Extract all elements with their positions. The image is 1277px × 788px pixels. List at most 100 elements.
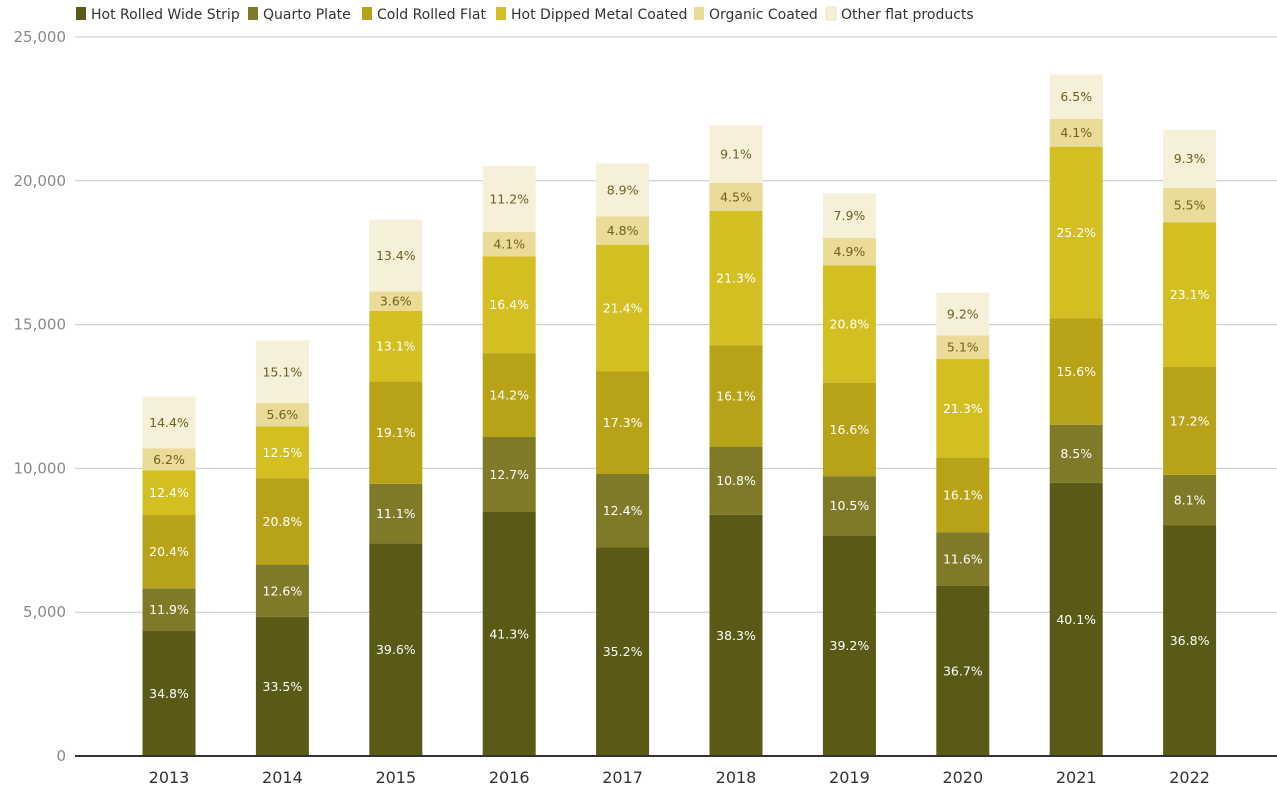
x-tick-label-2018: 2018 (716, 768, 757, 787)
bar-segment-organic-coated-2020 (936, 335, 990, 359)
bar-group-2020: 36.7% 11.6% 16.1% 21.3% 5.1% 9.2% (936, 292, 990, 756)
data-label-quarto-plate-2016: 12.7% (489, 467, 529, 482)
bar-segment-hot-rolled-wide-strip-2015 (369, 543, 423, 756)
x-tick-label-2022: 2022 (1169, 768, 1210, 787)
bar-segment-other-flat-products-2021 (1049, 74, 1103, 119)
x-tick-label-2016: 2016 (489, 768, 530, 787)
bar-segment-hot-dipped-metal-coated-2018 (709, 210, 763, 346)
x-tick-label-2020: 2020 (942, 768, 983, 787)
x-tick-label-2013: 2013 (149, 768, 190, 787)
data-label-other-flat-products-2017: 8.9% (607, 182, 639, 197)
data-label-quarto-plate-2020: 11.6% (943, 552, 983, 567)
bar-segment-organic-coated-2015 (369, 291, 423, 311)
legend-swatch-hot-dipped-metal-coated (496, 7, 506, 20)
bar-group-2021: 40.1% 8.5% 15.6% 25.2% 4.1% 6.5% (1049, 74, 1103, 756)
data-label-cold-rolled-flat-2016: 14.2% (489, 388, 529, 403)
data-label-hot-dipped-metal-coated-2014: 12.5% (263, 445, 303, 460)
bar-segment-hot-dipped-metal-coated-2015 (369, 310, 423, 382)
data-label-hot-dipped-metal-coated-2022: 23.1% (1170, 287, 1210, 302)
data-label-quarto-plate-2014: 12.6% (263, 583, 303, 598)
data-label-organic-coated-2016: 4.1% (493, 237, 525, 252)
bar-segment-hot-dipped-metal-coated-2021 (1049, 146, 1103, 319)
bars: 34.8% 11.9% 20.4% 12.4% 6.2% 14.4% 33.5% 12.6% 2… (142, 74, 1217, 756)
bar-group-2016: 41.3% 12.7% 14.2% 16.4% 4.1% 11.2% (482, 165, 536, 756)
data-label-hot-dipped-metal-coated-2019: 20.8% (830, 317, 870, 332)
data-label-quarto-plate-2017: 12.4% (603, 503, 643, 518)
legend-label-quarto-plate: Quarto Plate (263, 7, 351, 23)
bar-segment-hot-dipped-metal-coated-2013 (142, 470, 196, 516)
data-label-cold-rolled-flat-2020: 16.1% (943, 487, 983, 502)
x-tick-label-2019: 2019 (829, 768, 870, 787)
bar-segment-organic-coated-2016 (482, 232, 536, 257)
data-label-quarto-plate-2022: 8.1% (1174, 493, 1206, 508)
bar-segment-hot-rolled-wide-strip-2013 (142, 631, 196, 756)
bar-segment-hot-dipped-metal-coated-2014 (255, 426, 309, 479)
y-tick-label-25000: 25,000 (14, 28, 67, 46)
data-label-cold-rolled-flat-2013: 20.4% (149, 544, 189, 559)
legend-label-hot-dipped-metal-coated: Hot Dipped Metal Coated (511, 7, 687, 23)
bar-group-2014: 33.5% 12.6% 20.8% 12.5% 5.6% 15.1% (255, 340, 309, 756)
bar-segment-cold-rolled-flat-2021 (1049, 318, 1103, 425)
data-label-organic-coated-2013: 6.2% (153, 452, 185, 467)
bar-segment-other-flat-products-2017 (596, 163, 650, 217)
bar-segment-other-flat-products-2014 (255, 340, 309, 404)
bar-segment-hot-dipped-metal-coated-2022 (1163, 222, 1217, 368)
data-label-quarto-plate-2018: 10.8% (716, 473, 756, 488)
bar-segment-hot-rolled-wide-strip-2017 (596, 547, 650, 756)
x-tick-label-2021: 2021 (1056, 768, 1097, 787)
data-label-hot-rolled-wide-strip-2015: 39.6% (376, 642, 416, 657)
data-label-hot-dipped-metal-coated-2016: 16.4% (489, 297, 529, 312)
legend-label-hot-rolled-wide-strip: Hot Rolled Wide Strip (91, 7, 240, 23)
bar-segment-hot-rolled-wide-strip-2018 (709, 514, 763, 756)
data-label-other-flat-products-2014: 15.1% (263, 364, 303, 379)
data-label-hot-dipped-metal-coated-2020: 21.3% (943, 401, 983, 416)
data-label-organic-coated-2021: 4.1% (1060, 125, 1092, 140)
bar-segment-organic-coated-2017 (596, 216, 650, 245)
legend-label-other-flat-products: Other flat products (841, 7, 974, 23)
bar-segment-organic-coated-2014 (255, 403, 309, 427)
bar-segment-hot-rolled-wide-strip-2022 (1163, 525, 1217, 756)
data-label-hot-rolled-wide-strip-2021: 40.1% (1056, 612, 1096, 627)
bar-segment-other-flat-products-2022 (1163, 129, 1217, 188)
data-label-other-flat-products-2013: 14.4% (149, 415, 189, 430)
data-label-quarto-plate-2019: 10.5% (830, 498, 870, 513)
bar-segment-quarto-plate-2013 (142, 588, 196, 632)
bar-group-2015: 39.6% 11.1% 19.1% 13.1% 3.6% 13.4% (369, 219, 423, 756)
legend-label-cold-rolled-flat: Cold Rolled Flat (377, 7, 486, 23)
bar-segment-hot-rolled-wide-strip-2019 (822, 535, 876, 756)
bar-segment-organic-coated-2013 (142, 448, 196, 471)
bar-group-2018: 38.3% 10.8% 16.1% 21.3% 4.5% 9.1% (709, 125, 763, 756)
data-label-cold-rolled-flat-2018: 16.1% (716, 388, 756, 403)
data-label-cold-rolled-flat-2017: 17.3% (603, 415, 643, 430)
legend-swatch-quarto-plate (248, 7, 258, 20)
data-label-hot-rolled-wide-strip-2016: 41.3% (489, 627, 529, 642)
y-tick-label-10000: 10,000 (14, 459, 67, 477)
data-label-cold-rolled-flat-2021: 15.6% (1056, 364, 1096, 379)
data-label-hot-dipped-metal-coated-2017: 21.4% (603, 301, 643, 316)
y-tick-label-5000: 5,000 (23, 603, 66, 621)
data-label-quarto-plate-2013: 11.9% (149, 602, 189, 617)
data-label-hot-rolled-wide-strip-2019: 39.2% (830, 638, 870, 653)
x-tick-label-2014: 2014 (262, 768, 303, 787)
data-label-organic-coated-2018: 4.5% (720, 189, 752, 204)
x-tick-label-2015: 2015 (375, 768, 416, 787)
data-label-other-flat-products-2016: 11.2% (489, 191, 529, 206)
data-label-hot-dipped-metal-coated-2018: 21.3% (716, 271, 756, 286)
bar-segment-hot-rolled-wide-strip-2020 (936, 585, 990, 756)
data-label-other-flat-products-2021: 6.5% (1060, 89, 1092, 104)
bar-segment-other-flat-products-2016 (482, 165, 536, 233)
data-label-other-flat-products-2022: 9.3% (1174, 151, 1206, 166)
bar-segment-other-flat-products-2019 (822, 193, 876, 238)
bar-segment-cold-rolled-flat-2013 (142, 515, 196, 589)
bar-group-2022: 36.8% 8.1% 17.2% 23.1% 5.5% 9.3% (1163, 129, 1217, 756)
y-tick-label-20000: 20,000 (14, 172, 67, 190)
data-label-other-flat-products-2018: 9.1% (720, 146, 752, 161)
bar-segment-cold-rolled-flat-2014 (255, 478, 309, 565)
x-tick-label-2017: 2017 (602, 768, 643, 787)
bar-segment-hot-dipped-metal-coated-2020 (936, 358, 990, 458)
data-label-hot-rolled-wide-strip-2020: 36.7% (943, 663, 983, 678)
bar-segment-quarto-plate-2017 (596, 473, 650, 548)
data-label-hot-dipped-metal-coated-2021: 25.2% (1056, 225, 1096, 240)
data-label-organic-coated-2014: 5.6% (267, 407, 299, 422)
bar-segment-quarto-plate-2018 (709, 446, 763, 515)
